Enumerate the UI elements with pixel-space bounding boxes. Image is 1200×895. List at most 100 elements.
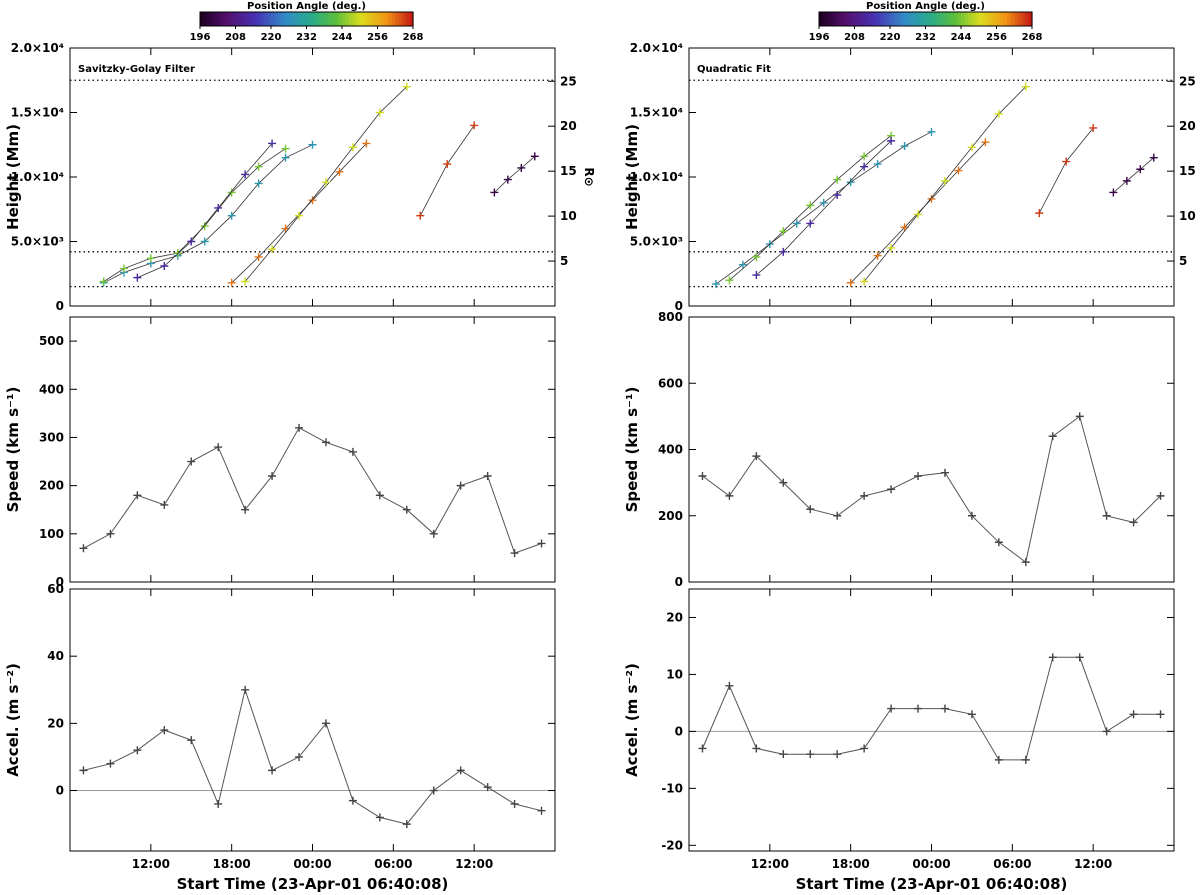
- data-point: [806, 201, 815, 210]
- data-point: [725, 681, 734, 690]
- y-tick-label: 5.0×10³: [11, 235, 64, 249]
- colorbar-segment: [274, 12, 279, 26]
- colorbar-segment: [366, 12, 371, 26]
- colorbar-tick-label: 244: [951, 32, 972, 43]
- y-axis-label: Accel. (m s⁻²): [623, 663, 641, 777]
- x-tick-label: 00:00: [293, 857, 331, 871]
- y-tick-label: -10: [661, 781, 683, 795]
- colorbar-segment: [822, 12, 827, 26]
- colorbar-segment: [228, 12, 233, 26]
- data-point: [752, 744, 761, 753]
- x-tick-label: 12:00: [132, 857, 170, 871]
- data-point: [887, 136, 896, 145]
- colorbar-segment: [950, 12, 955, 26]
- data-point: [806, 505, 815, 514]
- data-point: [173, 249, 182, 258]
- data-point: [241, 277, 250, 286]
- data-point: [1149, 153, 1158, 162]
- data-point: [375, 108, 384, 117]
- data-point: [806, 750, 815, 759]
- data-point: [1048, 432, 1057, 441]
- data-point: [779, 750, 788, 759]
- data-point: [711, 280, 720, 289]
- data-point: [967, 710, 976, 719]
- data-point: [1075, 412, 1084, 421]
- data-point: [443, 160, 452, 169]
- right-axis-tick-label: 25: [1179, 74, 1196, 88]
- right-axis-tick-label: 25: [560, 74, 577, 88]
- y-tick-label: 0: [56, 784, 64, 798]
- colorbar-segment: [342, 12, 347, 26]
- colorbar-segment: [377, 12, 382, 26]
- data-point: [914, 472, 923, 480]
- y-tick-label: 200: [658, 509, 683, 523]
- y-tick-label: 400: [658, 443, 683, 457]
- data-point: [954, 166, 963, 175]
- data-point: [187, 237, 196, 246]
- data-point: [321, 438, 330, 447]
- data-point: [1129, 518, 1138, 527]
- y-tick-label: 10: [666, 667, 683, 681]
- colorbar-segment: [402, 12, 407, 26]
- colorbar-segment: [953, 12, 959, 26]
- colorbar-segment: [203, 12, 208, 26]
- y-tick-label: 300: [39, 430, 64, 444]
- colorbar-segment: [989, 12, 994, 26]
- data-point: [79, 766, 88, 775]
- data-point: [927, 127, 936, 136]
- data-point: [1089, 123, 1098, 132]
- colorbar-segment: [836, 12, 841, 26]
- data-point: [187, 457, 196, 466]
- colorbar-segment: [306, 12, 311, 26]
- x-tick-label: 06:00: [993, 857, 1031, 871]
- data-point: [160, 726, 169, 735]
- data-point: [160, 500, 169, 509]
- y-tick-label: 20: [47, 716, 64, 730]
- colorbar-segment: [288, 12, 293, 26]
- y-tick-label: 5.0×10³: [630, 235, 683, 249]
- y-tick-label: 1.5×10⁴: [630, 106, 683, 120]
- colorbar-segment: [267, 12, 272, 26]
- colorbar-segment: [861, 12, 866, 26]
- data-point: [227, 278, 236, 287]
- data-point: [295, 752, 304, 761]
- series-line: [419, 125, 475, 216]
- colorbar-segment: [897, 12, 902, 26]
- data-point: [200, 222, 209, 231]
- data-point: [348, 447, 357, 456]
- y-tick-label: 100: [39, 527, 64, 541]
- data-point: [99, 277, 108, 286]
- data-point: [1075, 653, 1084, 662]
- data-point: [873, 251, 882, 260]
- data-point: [146, 254, 155, 263]
- y-tick-label: 0: [675, 575, 683, 589]
- data-point: [241, 505, 250, 514]
- data-point: [846, 178, 855, 187]
- y-axis-label: Speed (km s⁻¹): [623, 387, 641, 513]
- colorbar-segment: [327, 12, 332, 26]
- colorbar-segment: [331, 12, 336, 26]
- colorbar-segment: [914, 12, 919, 26]
- data-point: [483, 472, 492, 480]
- colorbar-segment: [409, 12, 414, 26]
- data-point: [214, 443, 223, 452]
- data-point: [914, 210, 923, 219]
- right-axis-tick-label: 15: [1179, 164, 1196, 178]
- colorbar-segment: [242, 12, 247, 26]
- data-point: [268, 245, 277, 254]
- series-line: [83, 427, 542, 554]
- data-point: [106, 529, 115, 538]
- panel-annotation: Quadratic Fit: [697, 64, 771, 75]
- colorbar-tick-label: 232: [915, 32, 936, 43]
- data-point: [1048, 653, 1057, 662]
- data-point: [698, 472, 707, 480]
- data-point: [308, 140, 317, 149]
- y-tick-label: 0: [56, 299, 64, 313]
- colorbar-segment: [310, 12, 315, 26]
- y-axis-label: Height (Mm): [4, 124, 22, 230]
- data-point: [833, 750, 842, 759]
- right-axis-tick-label: 10: [560, 209, 577, 223]
- colorbar-segment: [214, 12, 219, 26]
- x-axis-label: Start Time (23-Apr-01 06:40:08): [796, 875, 1068, 893]
- data-point: [416, 211, 425, 220]
